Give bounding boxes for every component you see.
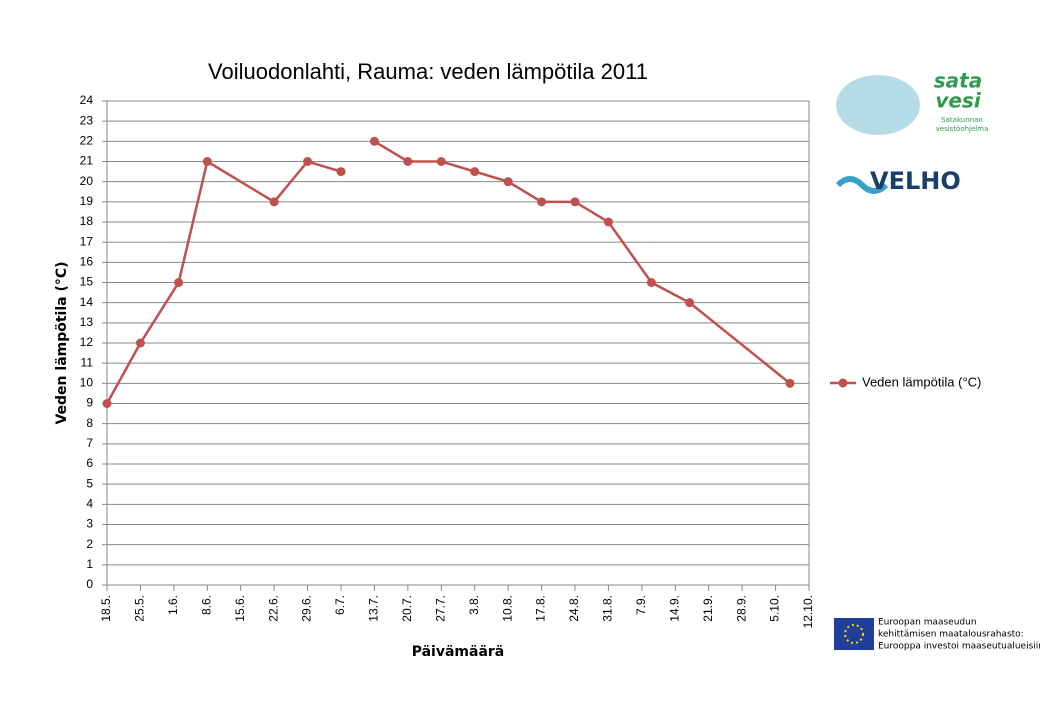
data-point bbox=[570, 197, 580, 207]
x-tick-label: 29.6. bbox=[300, 595, 314, 622]
x-tick-label: 28.9. bbox=[734, 595, 748, 622]
y-axis-title: Veden lämpötila (°C) bbox=[54, 261, 70, 424]
data-point bbox=[202, 157, 212, 166]
logo-text: kehittämisen maatalousrahasto: bbox=[878, 630, 1024, 640]
x-tick-label: 31.8. bbox=[601, 595, 615, 622]
y-tick-label: 12 bbox=[80, 335, 94, 349]
x-tick-label: 17.8. bbox=[534, 595, 548, 622]
y-tick-label: 18 bbox=[80, 214, 94, 228]
eu-stars bbox=[844, 624, 864, 644]
legend-marker bbox=[838, 378, 848, 388]
data-point bbox=[135, 338, 145, 348]
x-tick-label: 5.10. bbox=[768, 595, 782, 622]
x-tick-label: 18.5. bbox=[99, 595, 113, 622]
x-tick-label: 15.6. bbox=[233, 595, 247, 622]
data-point bbox=[537, 197, 547, 207]
x-tick-label: 10.8. bbox=[500, 595, 514, 622]
data-point bbox=[685, 298, 695, 308]
x-tick-label: 25.5. bbox=[133, 595, 147, 622]
x-tick-label: 13.7. bbox=[367, 595, 381, 622]
x-tick-label: 20.7. bbox=[400, 595, 414, 622]
x-tick-label: 14.9. bbox=[667, 595, 681, 622]
x-tick-label: 24.8. bbox=[567, 595, 581, 622]
y-tick-label: 6 bbox=[86, 456, 93, 470]
data-point bbox=[102, 399, 112, 408]
logo-shape bbox=[836, 75, 920, 135]
y-tick-label: 9 bbox=[86, 396, 93, 410]
y-tick-label: 13 bbox=[80, 315, 94, 329]
y-tick-label: 1 bbox=[86, 557, 93, 571]
y-tick-label: 21 bbox=[80, 154, 94, 168]
logo-text: sata bbox=[934, 69, 982, 93]
data-point bbox=[436, 157, 446, 166]
legend-label: Veden lämpötila (°C) bbox=[862, 374, 981, 389]
logos: sata vesi Satakunnan vesistöohjelma VELH… bbox=[834, 69, 1040, 652]
chart-title: Voiluodonlahti, Rauma: veden lämpötila 2… bbox=[208, 59, 648, 84]
x-tick-label: 3.8. bbox=[467, 595, 481, 615]
x-tick-label: 27.7. bbox=[433, 595, 447, 622]
logo-text: vesi bbox=[935, 89, 982, 113]
x-tick-label: 6.7. bbox=[333, 595, 347, 615]
logo-text: vesistöohjelma bbox=[936, 125, 989, 133]
x-tick-label: 22.6. bbox=[266, 595, 280, 622]
y-tick-label: 22 bbox=[80, 134, 94, 148]
logo-text: VELHO bbox=[870, 167, 961, 195]
data-point bbox=[369, 136, 379, 146]
y-tick-label: 20 bbox=[80, 174, 94, 188]
data-point bbox=[646, 278, 656, 287]
x-tick-label: 7.9. bbox=[634, 595, 648, 615]
data-point bbox=[603, 217, 613, 227]
x-tick-label: 1.6. bbox=[166, 595, 180, 615]
y-tick-label: 4 bbox=[86, 497, 93, 511]
y-tick-label: 2 bbox=[86, 537, 93, 551]
data-point bbox=[174, 278, 184, 287]
data-point bbox=[785, 378, 795, 388]
logo-text: Euroopan maaseudun bbox=[878, 618, 977, 628]
y-tick-label: 0 bbox=[86, 577, 93, 591]
y-tick-label: 3 bbox=[86, 517, 93, 531]
y-tick-label: 14 bbox=[80, 295, 94, 309]
x-axis-title: Päivämäärä bbox=[412, 644, 505, 660]
data-point bbox=[403, 157, 413, 166]
y-tick-label: 11 bbox=[81, 355, 94, 369]
y-tick-label: 23 bbox=[80, 113, 94, 127]
y-tick-label: 15 bbox=[80, 275, 94, 289]
logo-text: Eurooppa investoi maaseutualueisiin bbox=[878, 642, 1040, 652]
logo-text: Satakunnan bbox=[941, 116, 983, 124]
logo-shape bbox=[835, 176, 889, 194]
y-tick-label: 24 bbox=[80, 93, 94, 107]
y-tick-label: 5 bbox=[86, 476, 93, 490]
y-tick-label: 8 bbox=[86, 416, 93, 430]
data-point bbox=[336, 167, 346, 177]
data-line bbox=[105, 140, 791, 405]
data-point bbox=[303, 157, 313, 166]
eu-flag bbox=[834, 618, 874, 650]
x-tick-label: 8.6. bbox=[199, 595, 213, 615]
y-tick-label: 17 bbox=[80, 234, 94, 248]
data-point bbox=[503, 177, 513, 187]
y-tick-label: 7 bbox=[86, 436, 93, 450]
y-tick-label: 16 bbox=[80, 255, 94, 269]
y-tick-label: 10 bbox=[80, 376, 94, 390]
data-point bbox=[470, 167, 480, 177]
x-tick-label: 12.10. bbox=[801, 595, 815, 628]
data-point bbox=[269, 197, 279, 207]
y-tick-label: 19 bbox=[80, 194, 94, 208]
x-tick-label: 21.9. bbox=[701, 595, 715, 622]
